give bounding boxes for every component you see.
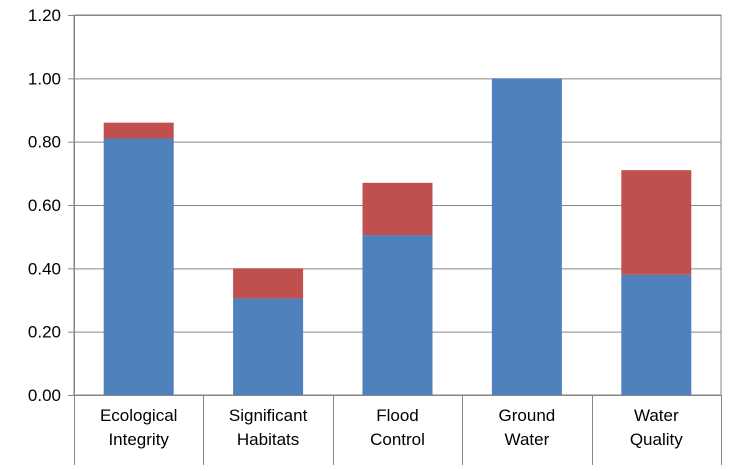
y-tick-label: 1.00 [28, 69, 61, 88]
x-tick-label: Ecological Integrity [100, 406, 178, 449]
x-tick-labels: Ecological Integrity Significant Habitats Fl… [100, 406, 683, 449]
bar-segment [103, 138, 174, 395]
y-tick-label: 0.40 [28, 259, 61, 278]
y-tick-label: 0.60 [28, 196, 61, 215]
y-tick-labels: 0.00 0.20 0.40 0.60 0.80 1.00 1.20 [28, 6, 61, 405]
bar-segment [233, 298, 304, 395]
y-tick-label: 0.20 [28, 323, 61, 342]
y-tick-label: 1.20 [28, 6, 61, 25]
x-tick-label: Water Quality [630, 406, 683, 449]
bar-segment [621, 170, 692, 275]
bar-segment [233, 268, 304, 299]
y-tick-label: 0.80 [28, 133, 61, 152]
x-tick-label: Flood Control [370, 406, 425, 449]
axes [68, 15, 722, 465]
bar-segment [621, 274, 692, 395]
x-tick-label: Ground Water [499, 406, 556, 449]
bar-segment [491, 78, 562, 395]
y-tick-label: 0.00 [28, 386, 61, 405]
bars [103, 78, 692, 395]
x-tick-label: Significant Habitats [229, 406, 308, 449]
bar-segment [362, 235, 433, 395]
bar-segment [362, 182, 433, 236]
bar-segment [103, 122, 174, 139]
